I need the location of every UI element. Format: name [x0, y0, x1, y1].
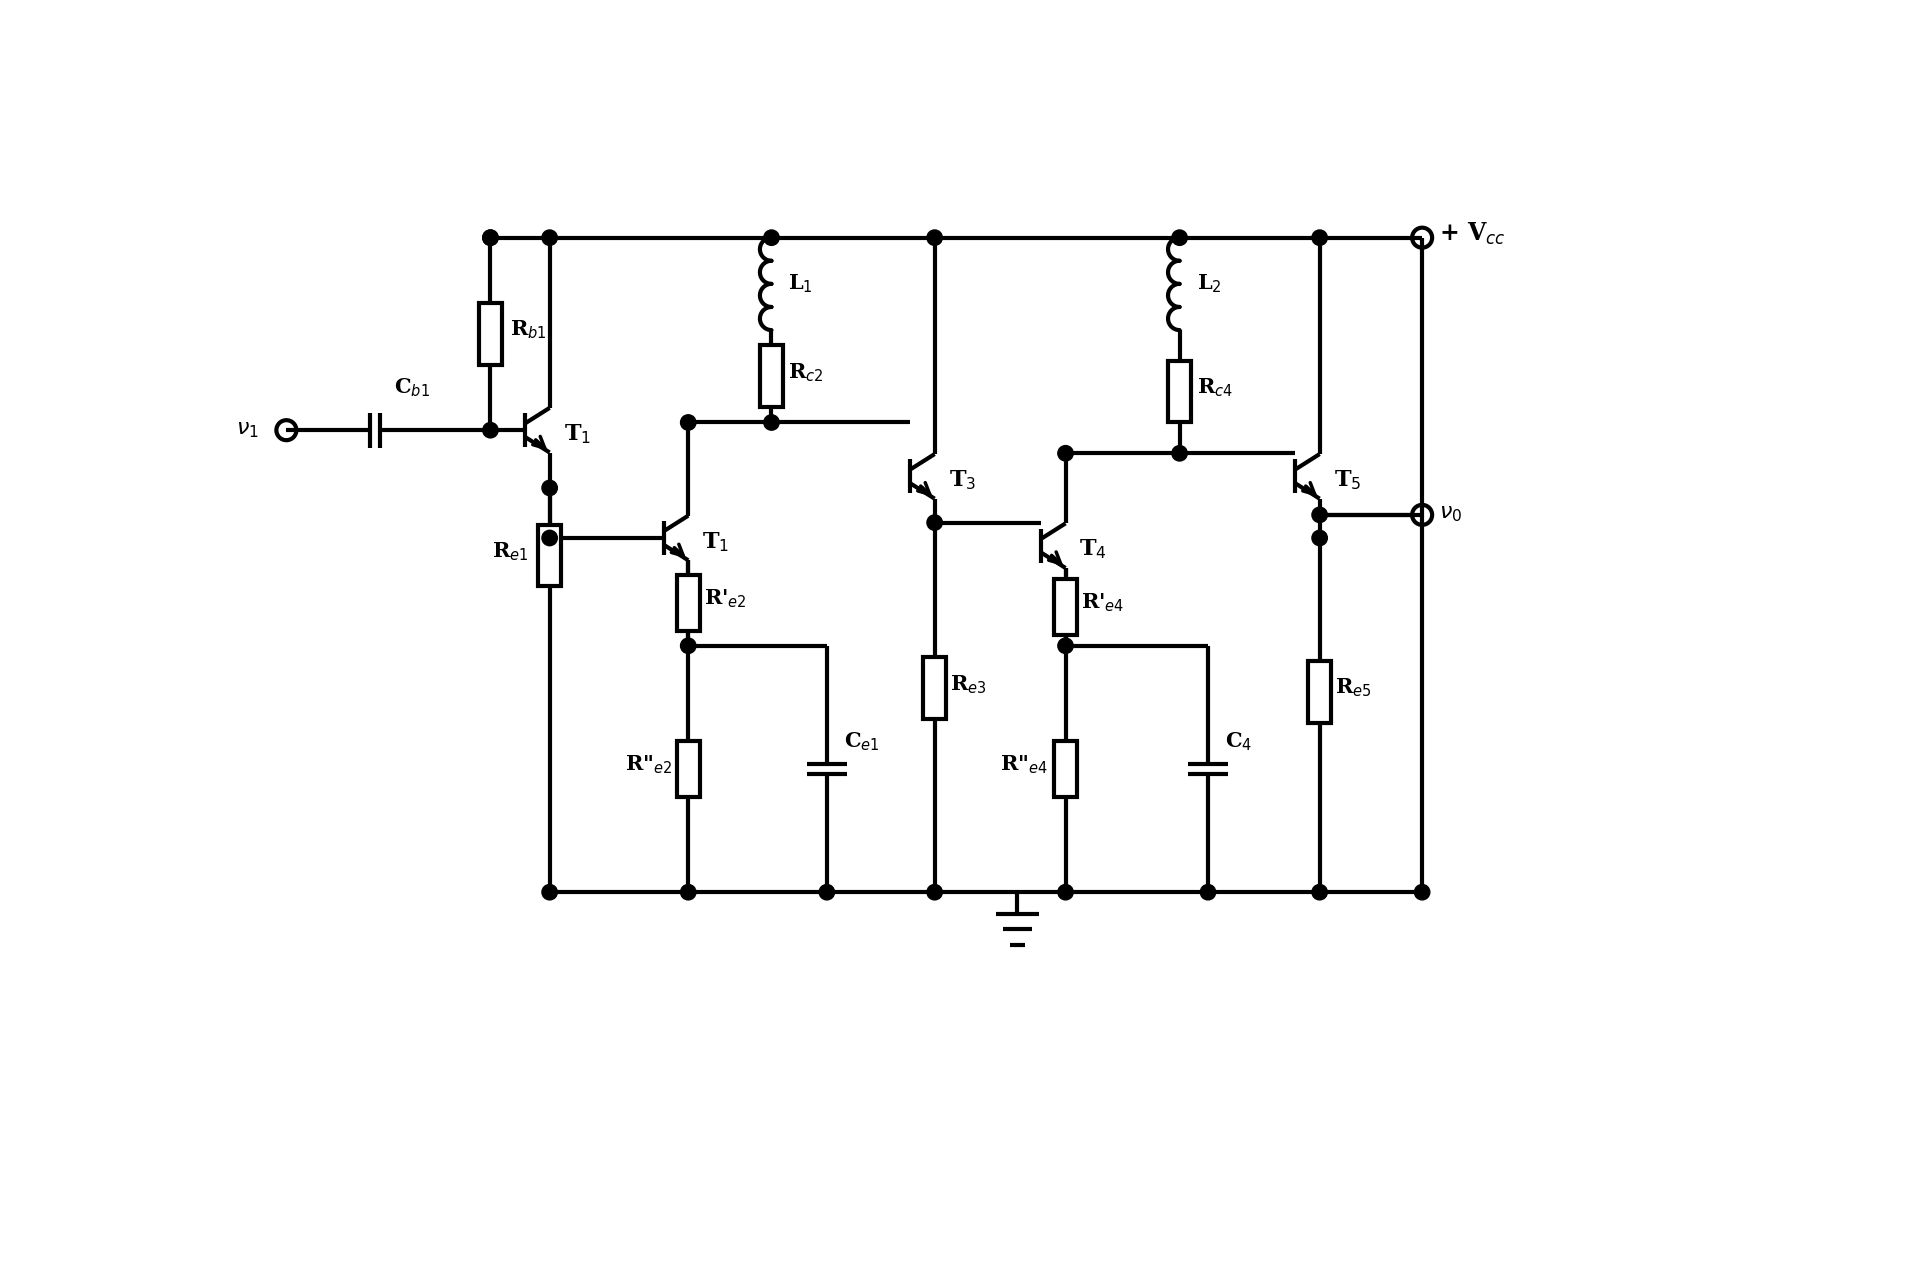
Text: C$_4$: C$_4$ — [1225, 731, 1252, 753]
Circle shape — [1414, 885, 1430, 900]
Circle shape — [1311, 885, 1326, 900]
Bar — [678, 575, 701, 631]
Bar — [678, 741, 701, 796]
Circle shape — [926, 230, 942, 245]
Text: C$_{e1}$: C$_{e1}$ — [844, 731, 879, 753]
Circle shape — [482, 230, 498, 245]
Circle shape — [1171, 230, 1187, 245]
Circle shape — [819, 885, 835, 900]
Text: R"$_{e2}$: R"$_{e2}$ — [626, 753, 672, 776]
Text: R'$_{e2}$: R'$_{e2}$ — [704, 588, 746, 611]
Circle shape — [542, 230, 557, 245]
Bar — [478, 303, 501, 365]
Text: R$_{c2}$: R$_{c2}$ — [789, 361, 823, 384]
Text: R$_{b1}$: R$_{b1}$ — [509, 319, 545, 342]
Circle shape — [482, 230, 498, 245]
Text: R$_{c4}$: R$_{c4}$ — [1196, 376, 1233, 399]
Circle shape — [542, 530, 557, 545]
Bar — [1307, 661, 1332, 723]
Text: + V$_{cc}$: + V$_{cc}$ — [1439, 221, 1506, 247]
Circle shape — [1171, 445, 1187, 461]
Circle shape — [764, 230, 779, 245]
Circle shape — [681, 885, 697, 900]
Bar — [1055, 741, 1078, 796]
Circle shape — [1058, 445, 1074, 461]
Circle shape — [482, 423, 498, 438]
Bar — [1055, 579, 1078, 635]
Circle shape — [542, 885, 557, 900]
Bar — [538, 525, 561, 586]
Text: L$_1$: L$_1$ — [789, 273, 813, 295]
Bar — [923, 658, 946, 719]
Bar — [1168, 361, 1191, 423]
Text: R$_{e1}$: R$_{e1}$ — [492, 540, 528, 563]
Text: $\nu_0$: $\nu_0$ — [1439, 502, 1462, 524]
Circle shape — [1311, 507, 1326, 522]
Text: C$_{b1}$: C$_{b1}$ — [394, 376, 431, 399]
Text: T$_4$: T$_4$ — [1079, 538, 1106, 562]
Text: T$_1$: T$_1$ — [702, 530, 729, 554]
Circle shape — [926, 515, 942, 530]
Circle shape — [1058, 639, 1074, 654]
Text: T$_5$: T$_5$ — [1334, 468, 1361, 492]
Circle shape — [681, 415, 697, 430]
Circle shape — [764, 415, 779, 430]
Circle shape — [926, 885, 942, 900]
Circle shape — [542, 481, 557, 496]
Bar — [760, 346, 783, 408]
Circle shape — [681, 639, 697, 654]
Circle shape — [1311, 230, 1326, 245]
Text: T$_1$: T$_1$ — [563, 423, 591, 445]
Text: T$_3$: T$_3$ — [949, 468, 976, 492]
Text: R$_{e3}$: R$_{e3}$ — [949, 673, 986, 695]
Circle shape — [1200, 885, 1215, 900]
Text: R'$_{e4}$: R'$_{e4}$ — [1081, 592, 1124, 615]
Circle shape — [1058, 885, 1074, 900]
Text: $\nu_1$: $\nu_1$ — [237, 418, 258, 439]
Text: R$_{e5}$: R$_{e5}$ — [1336, 676, 1372, 699]
Text: L$_2$: L$_2$ — [1196, 273, 1221, 295]
Text: R"$_{e4}$: R"$_{e4}$ — [1001, 753, 1049, 776]
Circle shape — [1311, 530, 1326, 545]
